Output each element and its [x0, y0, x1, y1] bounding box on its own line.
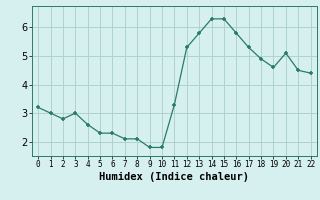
X-axis label: Humidex (Indice chaleur): Humidex (Indice chaleur) [100, 172, 249, 182]
